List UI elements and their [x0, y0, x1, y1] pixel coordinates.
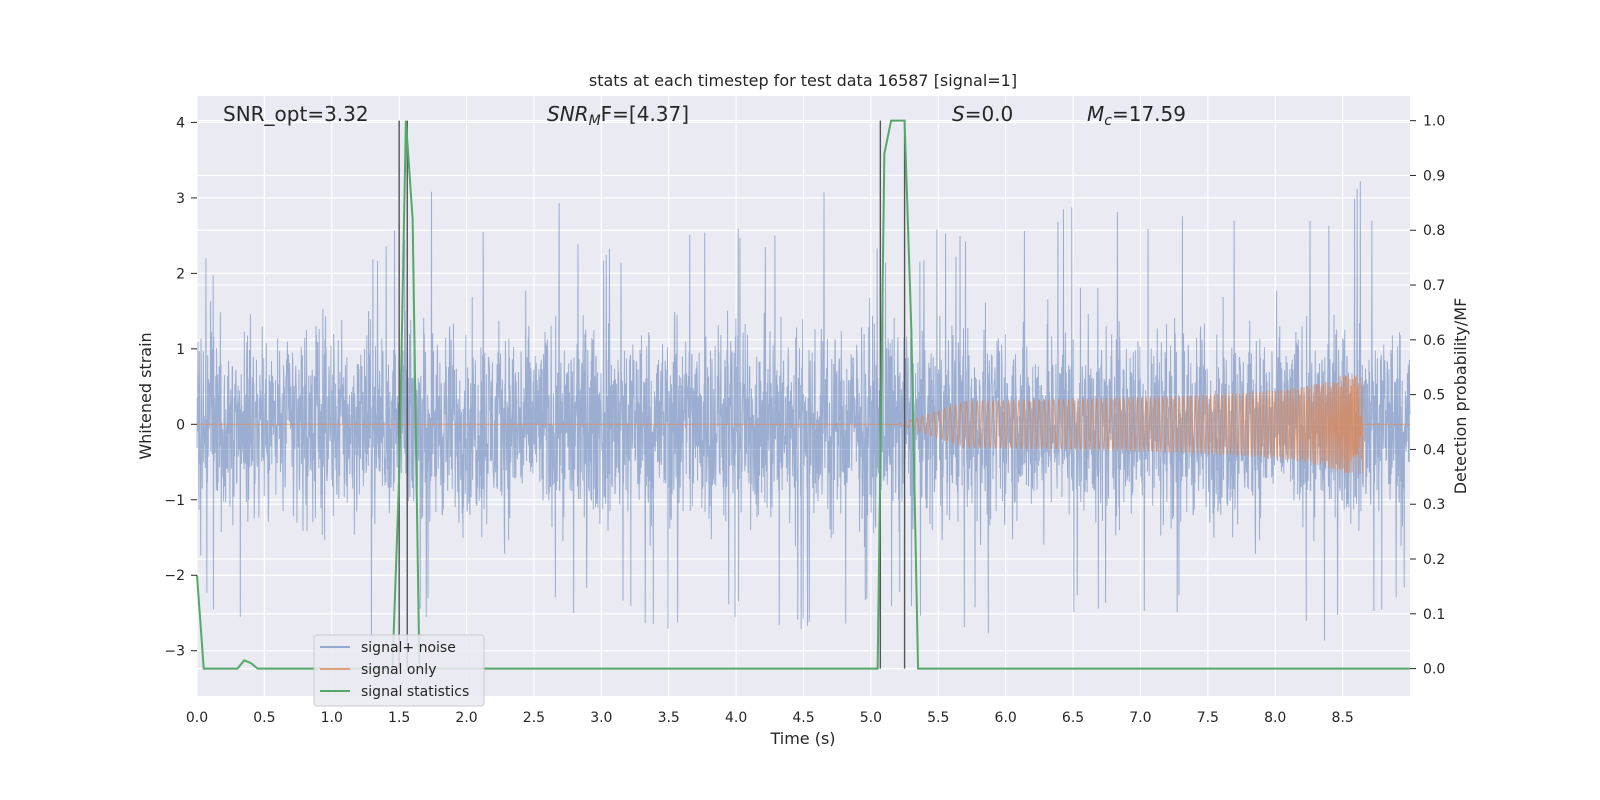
x-tick-label: 5.5 — [927, 710, 949, 726]
s-val: =0.0 — [965, 102, 1014, 126]
x-tick-label: 0.5 — [253, 710, 275, 726]
y-axis-label: Whitened strain — [136, 332, 155, 459]
legend-label-stats: signal statistics — [361, 684, 469, 700]
x-axis-label: Time (s) — [769, 729, 835, 748]
x-tick-label: 5.0 — [860, 710, 882, 726]
annotation-snr-mf: SNRMF=[4.37] — [547, 102, 689, 129]
y2-tick-label: 0.8 — [1423, 223, 1445, 239]
y-tick-label: 1 — [176, 342, 185, 358]
y2-tick-label: 0.6 — [1423, 333, 1445, 349]
chart-title: stats at each timestep for test data 165… — [589, 71, 1017, 90]
x-tick-label: 2.0 — [455, 710, 477, 726]
mc-sub: c — [1104, 113, 1112, 129]
mc-val: =17.59 — [1112, 102, 1186, 126]
x-tick-label: 7.5 — [1197, 710, 1219, 726]
x-tick-label: 8.5 — [1331, 710, 1353, 726]
y2-tick-label: 0.3 — [1423, 497, 1445, 513]
y-tick-label: 0 — [176, 417, 185, 433]
y2-tick-label: 0.9 — [1423, 168, 1445, 184]
annotation-s: S=0.0 — [952, 102, 1013, 126]
y-tick-label: −1 — [164, 493, 185, 509]
snr-mf-sub: M — [589, 113, 601, 129]
x-tick-label: 6.0 — [995, 710, 1017, 726]
y2-tick-label: 0.4 — [1423, 442, 1445, 458]
snr-mf-tail: F=[4.37] — [601, 102, 689, 126]
x-tick-label: 1.0 — [321, 710, 343, 726]
x-tick-label: 3.0 — [590, 710, 612, 726]
y2-tick-label: 0.0 — [1423, 662, 1445, 678]
annotation-snr-opt: SNR_opt=3.32 — [223, 102, 369, 126]
x-tick-label: 3.5 — [658, 710, 680, 726]
y2-tick-labels: 0.0 0.1 0.2 0.3 0.4 0.5 0.6 0.7 0.8 0.9 1.0 — [1410, 114, 1445, 678]
y2-tick-label: 0.5 — [1423, 388, 1445, 404]
x-tick-label: 4.5 — [792, 710, 814, 726]
legend-box — [313, 634, 485, 707]
y2-tick-label: 0.1 — [1423, 607, 1445, 623]
legend: signal+ noise signal only signal statist… — [313, 634, 485, 707]
y2-tick-label: 1.0 — [1423, 114, 1445, 130]
x-tick-label: 7.0 — [1129, 710, 1151, 726]
y-tick-label: 4 — [176, 115, 185, 131]
x-tick-label: 8.0 — [1264, 710, 1286, 726]
x-tick-label: 0.0 — [186, 710, 208, 726]
y-tick-label: 2 — [176, 266, 185, 282]
x-tick-label: 4.0 — [725, 710, 747, 726]
x-tick-label: 2.5 — [523, 710, 545, 726]
x-tick-label: 6.5 — [1062, 710, 1084, 726]
annotation-mc: Mc=17.59 — [1087, 102, 1186, 129]
statistics-line — [196, 119, 1410, 670]
x-tick-labels: 0.0 0.5 1.0 1.5 2.0 2.5 3.0 3.5 4.0 4.5 5.0 5.5 6.0 6… — [186, 710, 1354, 726]
legend-label-signal: signal only — [361, 662, 436, 678]
mc-var: M — [1087, 102, 1104, 126]
y-tick-label: −3 — [164, 644, 185, 660]
y2-axis-label: Detection probability/MF — [1451, 298, 1470, 495]
y-tick-label: 3 — [176, 191, 185, 207]
statistics-series — [196, 119, 1410, 670]
y-tick-labels: −3 −2 −1 0 1 2 3 4 — [164, 115, 197, 660]
s-var: S — [952, 102, 965, 126]
legend-label-noise: signal+ noise — [361, 640, 456, 656]
y2-tick-label: 0.2 — [1423, 552, 1445, 568]
x-tick-label: 1.5 — [388, 710, 410, 726]
y2-tick-label: 0.7 — [1423, 278, 1445, 294]
snr-mf-base: SNR — [547, 102, 589, 126]
y-tick-label: −2 — [164, 568, 185, 584]
